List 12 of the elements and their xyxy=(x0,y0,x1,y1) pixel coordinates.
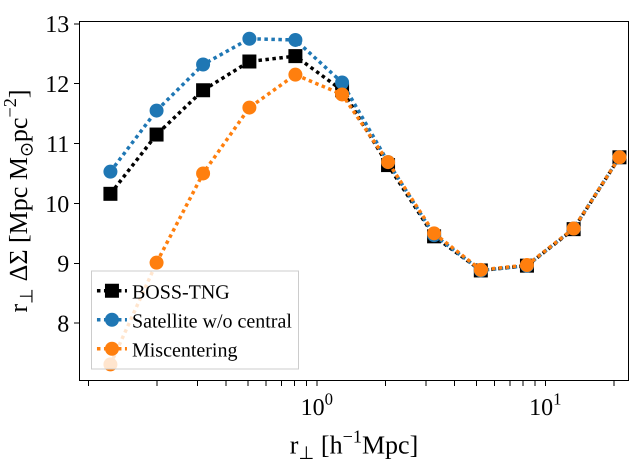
y-tick-label: 10 xyxy=(45,192,70,218)
y-tick-label: 13 xyxy=(45,12,70,38)
y-tick-label: 9 xyxy=(57,252,70,278)
y-tick-label: 8 xyxy=(57,312,70,338)
legend-label: Miscentering xyxy=(132,340,238,362)
x-tick-label: 10$^{0}$ xyxy=(300,390,334,421)
y-tick-label: 12 xyxy=(45,72,70,98)
x-tick-label: 10$^{1}$ xyxy=(529,390,562,421)
x-axis-title: r$_{⊥}$ [h$^{−1}$Mpc] xyxy=(290,426,418,463)
legend-label: BOSS-TNG xyxy=(132,282,230,304)
y-tick-label: 11 xyxy=(46,132,70,158)
legend-label: Satellite w/o central xyxy=(132,310,292,333)
